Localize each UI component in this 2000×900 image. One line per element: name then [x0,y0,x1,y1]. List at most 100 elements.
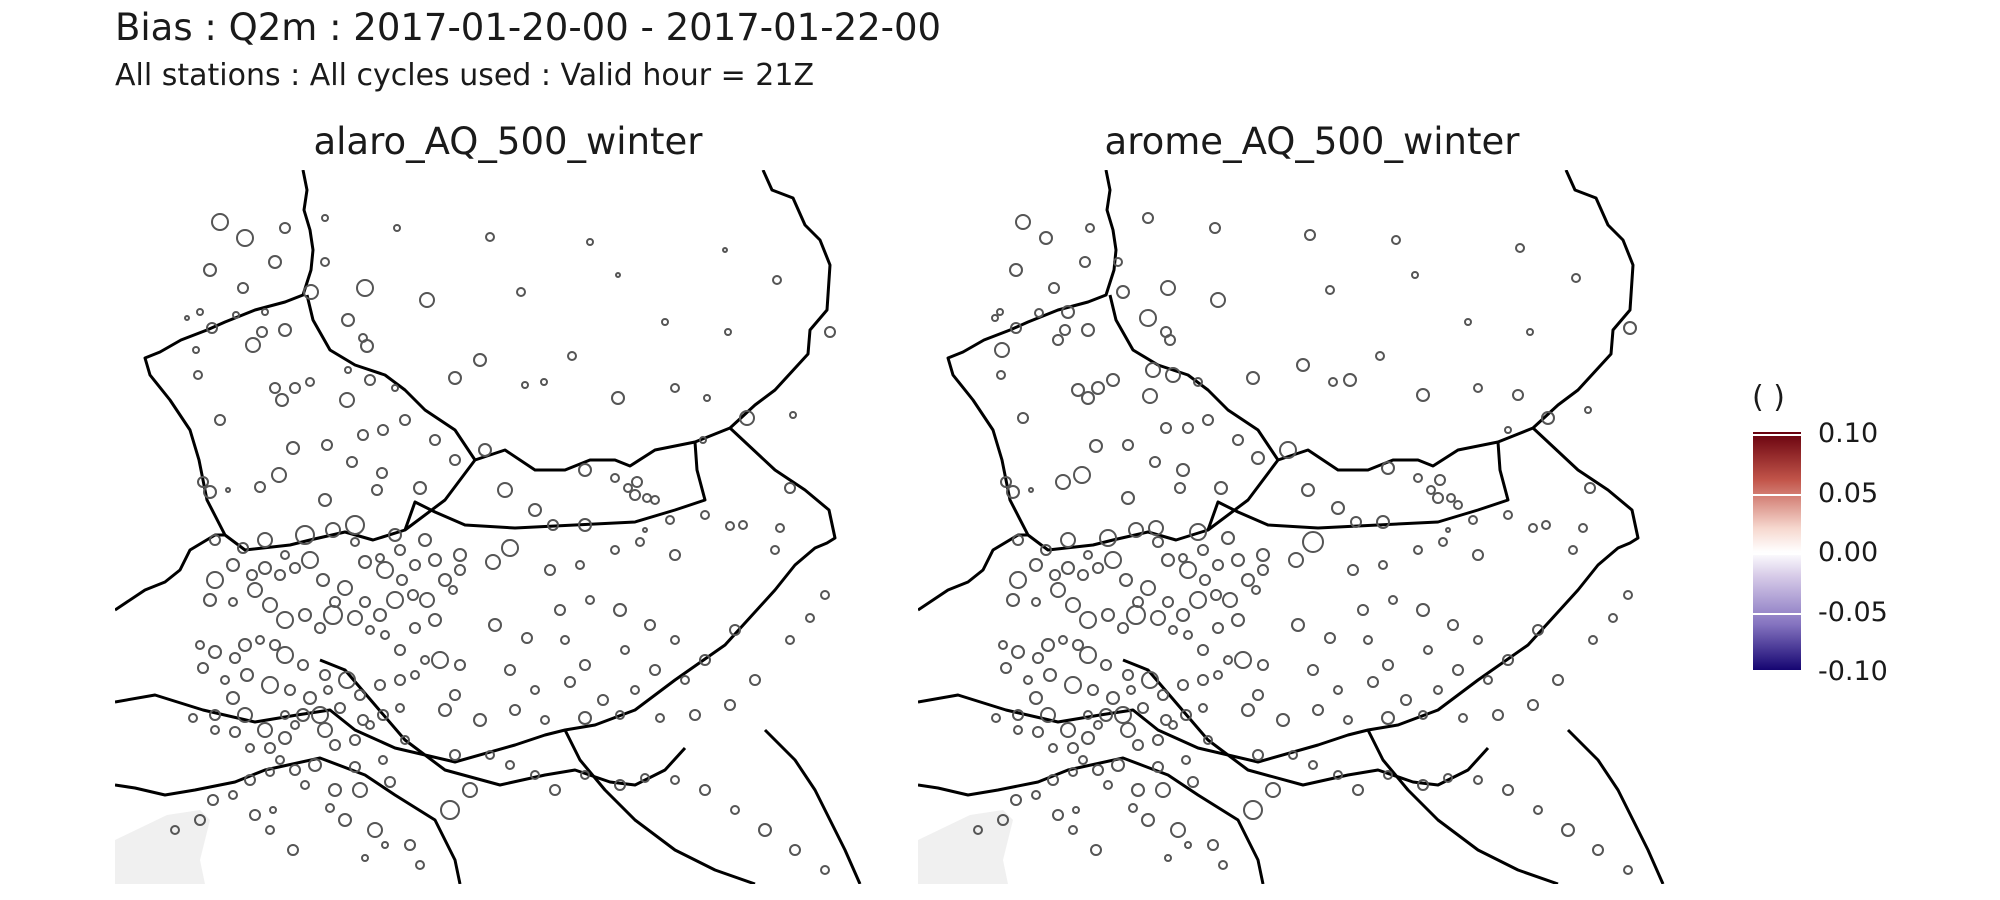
station-marker [280,710,290,720]
station-marker [749,674,761,686]
station-marker [380,630,390,640]
station-marker [1160,280,1176,296]
station-marker [1198,703,1208,713]
station-marker [207,794,219,806]
station-marker [1207,839,1219,851]
border-hungary-croatia [1122,658,1490,787]
station-marker [289,382,301,394]
station-marker [1388,595,1398,605]
station-marker [214,414,226,426]
station-marker [655,713,665,723]
station-marker [225,487,231,493]
station-marker [257,532,273,548]
station-marker [1092,562,1104,574]
station-marker [396,574,408,586]
station-marker [650,495,660,505]
station-marker [279,222,291,234]
station-marker [284,684,296,696]
station-marker [1071,383,1085,397]
station-marker [1126,685,1136,695]
station-marker [1168,720,1178,730]
station-marker [228,790,238,800]
station-marker [1113,257,1123,267]
station-marker [996,370,1006,380]
station-marker [1174,482,1186,494]
station-marker [1068,767,1078,777]
station-marker [1210,589,1222,601]
station-marker [409,559,421,571]
station-marker [1213,670,1223,680]
station-marker [478,443,492,457]
station-marker [578,518,592,532]
station-marker [1058,635,1068,645]
station-marker [620,645,630,655]
station-marker [1012,709,1024,721]
station-marker [289,764,301,776]
station-marker [610,545,620,555]
station-marker [1588,635,1598,645]
border-austria-germany [918,533,1028,612]
station-marker [1081,731,1095,745]
station-marker [448,585,458,595]
station-marker [1072,806,1080,814]
station-marker [1182,422,1194,434]
station-marker [820,590,830,600]
station-marker [497,482,513,498]
station-marker [1541,411,1555,425]
station-marker [1052,809,1064,821]
station-marker [1381,711,1395,725]
station-marker [1048,743,1058,753]
station-marker [580,770,590,780]
colorbar-tick [1753,613,1801,615]
station-marker [303,691,317,705]
station-marker [1032,652,1044,664]
station-marker [197,662,209,674]
station-marker [206,571,224,589]
station-marker [1049,569,1061,581]
station-marker [1301,483,1315,497]
station-marker [1023,675,1033,685]
station-marker [1568,545,1578,555]
station-marker [1265,782,1281,798]
station-marker [404,839,416,851]
station-marker [1116,285,1130,299]
station-marker [699,784,711,796]
station-marker [1447,619,1459,631]
station-marker [1343,715,1353,725]
station-marker [722,247,728,253]
station-marker [1231,553,1245,567]
station-marker [237,282,249,294]
plot-title: Bias : Q2m : 2017-01-20-00 - 2017-01-22-… [115,6,942,49]
station-marker [1288,750,1298,760]
station-marker [521,632,533,644]
station-marker [1034,308,1044,318]
station-marker [381,841,389,849]
station-marker [1197,644,1209,656]
station-marker [264,742,276,754]
station-marker [1218,860,1228,870]
station-marker [192,346,200,354]
station-marker [1100,659,1112,671]
station-marker [339,392,355,408]
station-marker [428,553,442,567]
station-marker [725,521,735,531]
station-marker [431,651,449,669]
colorbar-tick-label: -0.05 [1818,597,1888,628]
station-marker [758,823,772,837]
station-marker [770,545,780,555]
station-marker [400,735,410,745]
station-marker [724,699,736,711]
station-marker [1257,659,1269,671]
station-marker [1381,461,1395,475]
station-marker [789,844,801,856]
station-marker [1040,707,1056,723]
station-marker [578,463,592,477]
station-marker [1324,632,1336,644]
station-marker [1527,699,1539,711]
station-marker [1092,764,1104,776]
station-marker [334,702,346,714]
station-marker [1012,534,1024,546]
station-marker [729,624,741,636]
station-marker [1453,500,1463,510]
station-marker [1203,735,1213,745]
